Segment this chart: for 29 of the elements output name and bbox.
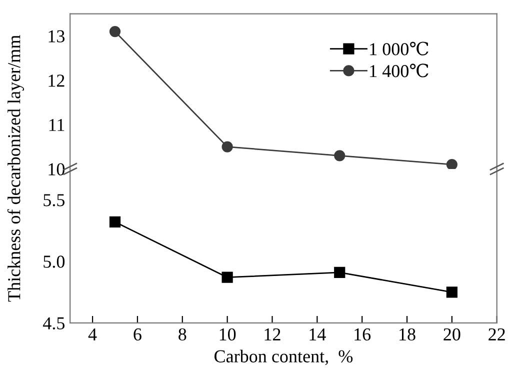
point: [222, 272, 233, 283]
x-tick-label: 14: [310, 328, 326, 340]
y-tick-label: 10: [48, 163, 65, 176]
point: [334, 266, 346, 278]
x-axis-title: Carbon content, %: [214, 350, 353, 366]
y-tick-label: 4.5: [43, 317, 65, 330]
point: [446, 286, 458, 298]
point: [222, 141, 233, 152]
x-tick-label: 16: [354, 328, 371, 341]
x-tick-label: 20: [444, 328, 460, 341]
y-tick-label: 5.0: [44, 256, 65, 268]
x-tick-label: 6: [134, 328, 142, 341]
y-tick-label: 5.5: [44, 194, 65, 206]
point: [109, 26, 121, 38]
y-axis-title: Thickness of decarbonized layer/mm: [7, 35, 24, 302]
x-tick-label: 4: [88, 328, 97, 340]
x-tick-label: 22: [488, 328, 505, 340]
point: [109, 216, 121, 228]
legend-label: 1 000℃: [370, 42, 428, 56]
x-tick-label: 12: [264, 328, 280, 340]
point: [334, 150, 346, 162]
x-tick-label: 18: [400, 328, 416, 341]
x-tick-label: 10: [220, 328, 236, 341]
x-tick-label: 8: [178, 328, 186, 341]
y-tick-label: 12: [48, 74, 64, 87]
y-tick-label: 13: [48, 30, 65, 42]
legend-label: 1 400℃: [370, 64, 428, 78]
y-tick-label: 11: [49, 118, 64, 131]
point: [446, 158, 458, 169]
